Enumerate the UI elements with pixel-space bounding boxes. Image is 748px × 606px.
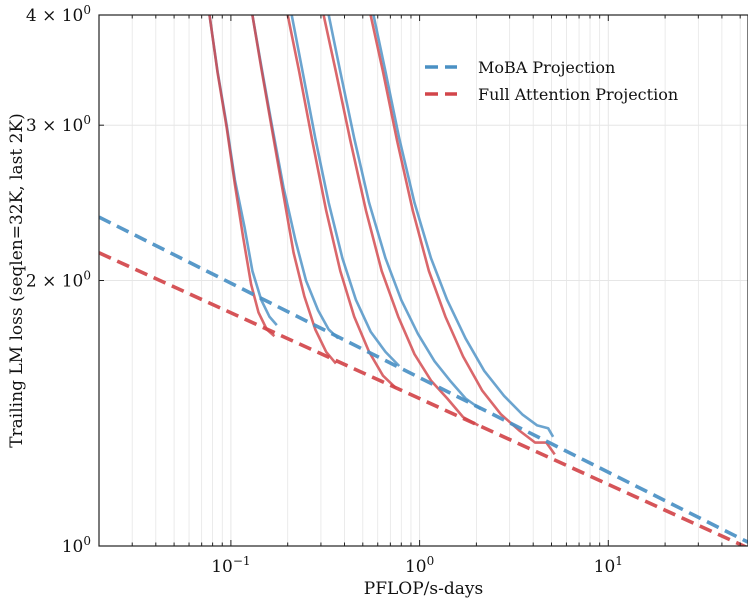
curve-full-attention-2 [251,15,337,365]
curve-moba-2 [251,15,339,340]
y-tick-label: 4 × 100 [26,3,91,26]
full-attention-projection-line [99,251,748,546]
y-tick-labels: 100 2 × 100 3 × 100 4 × 100 [26,3,91,557]
axis-ticks [98,14,741,547]
legend-label-moba: MoBA Projection [478,58,615,77]
x-tick-label: 101 [594,554,623,577]
y-tick-label: 100 [62,534,91,557]
curve-moba-5 [372,15,555,438]
curve-full-attention-5 [369,15,556,456]
curve-moba-4 [327,15,482,411]
curve-full-attention-3 [286,15,397,390]
y-tick-label: 2 × 100 [26,269,91,292]
x-tick-label: 100 [405,554,434,577]
x-axis-label: PFLOP/s-days [364,579,483,599]
grid [98,14,748,547]
moba-projection-line [99,215,748,544]
legend: MoBA Projection Full Attention Projectio… [425,58,678,104]
training-curves [208,15,556,456]
y-tick-label: 3 × 100 [26,113,91,136]
curve-moba-3 [290,15,401,367]
x-tick-labels: 10−1 100 101 [211,554,623,577]
legend-label-full-attention: Full Attention Projection [478,85,678,104]
curve-moba-1 [208,15,278,326]
y-axis-label: Trailing LM loss (seqlen=32K, last 2K) [7,113,27,448]
projection-lines [99,215,748,546]
x-tick-label: 10−1 [211,554,250,577]
curve-full-attention-1 [208,15,276,338]
curve-full-attention-4 [322,15,480,427]
